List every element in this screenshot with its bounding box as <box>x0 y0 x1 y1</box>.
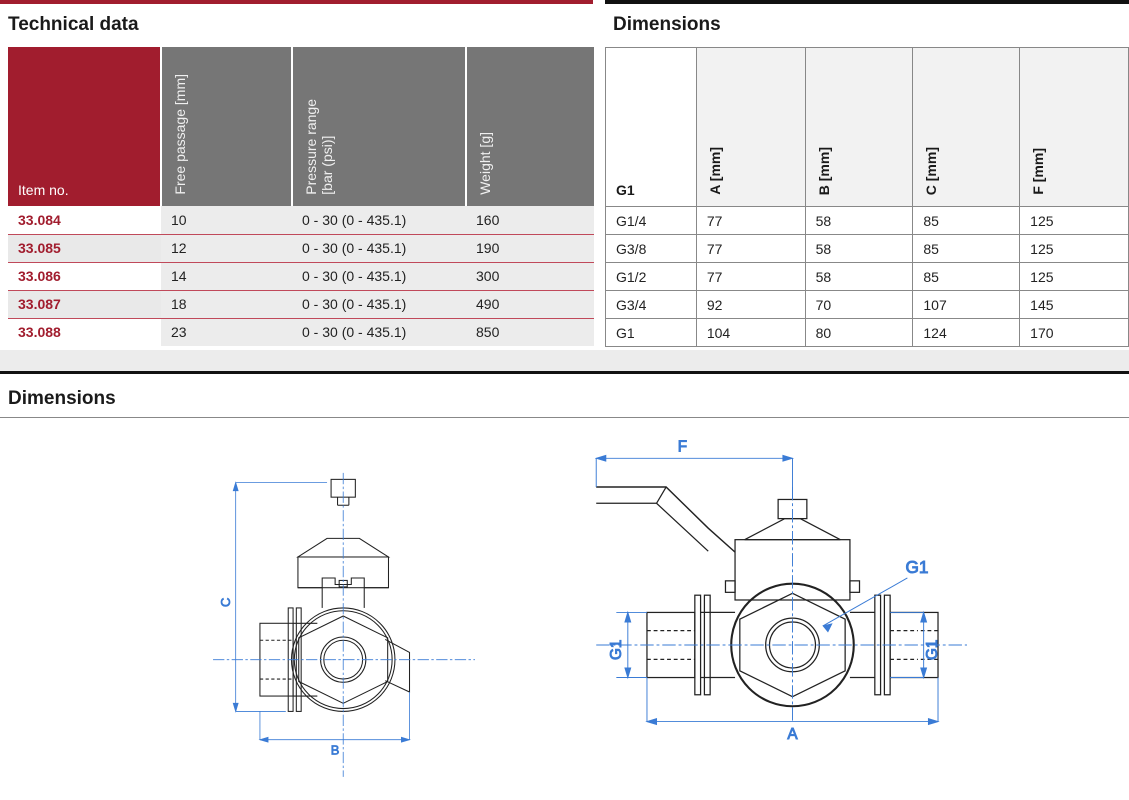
svg-text:B: B <box>331 742 340 757</box>
svg-text:F: F <box>678 439 687 456</box>
svg-text:C: C <box>218 598 233 607</box>
svg-text:A: A <box>787 726 798 743</box>
svg-text:G1: G1 <box>924 640 941 660</box>
svg-text:G1: G1 <box>608 640 625 660</box>
svg-text:G1: G1 <box>905 557 928 577</box>
